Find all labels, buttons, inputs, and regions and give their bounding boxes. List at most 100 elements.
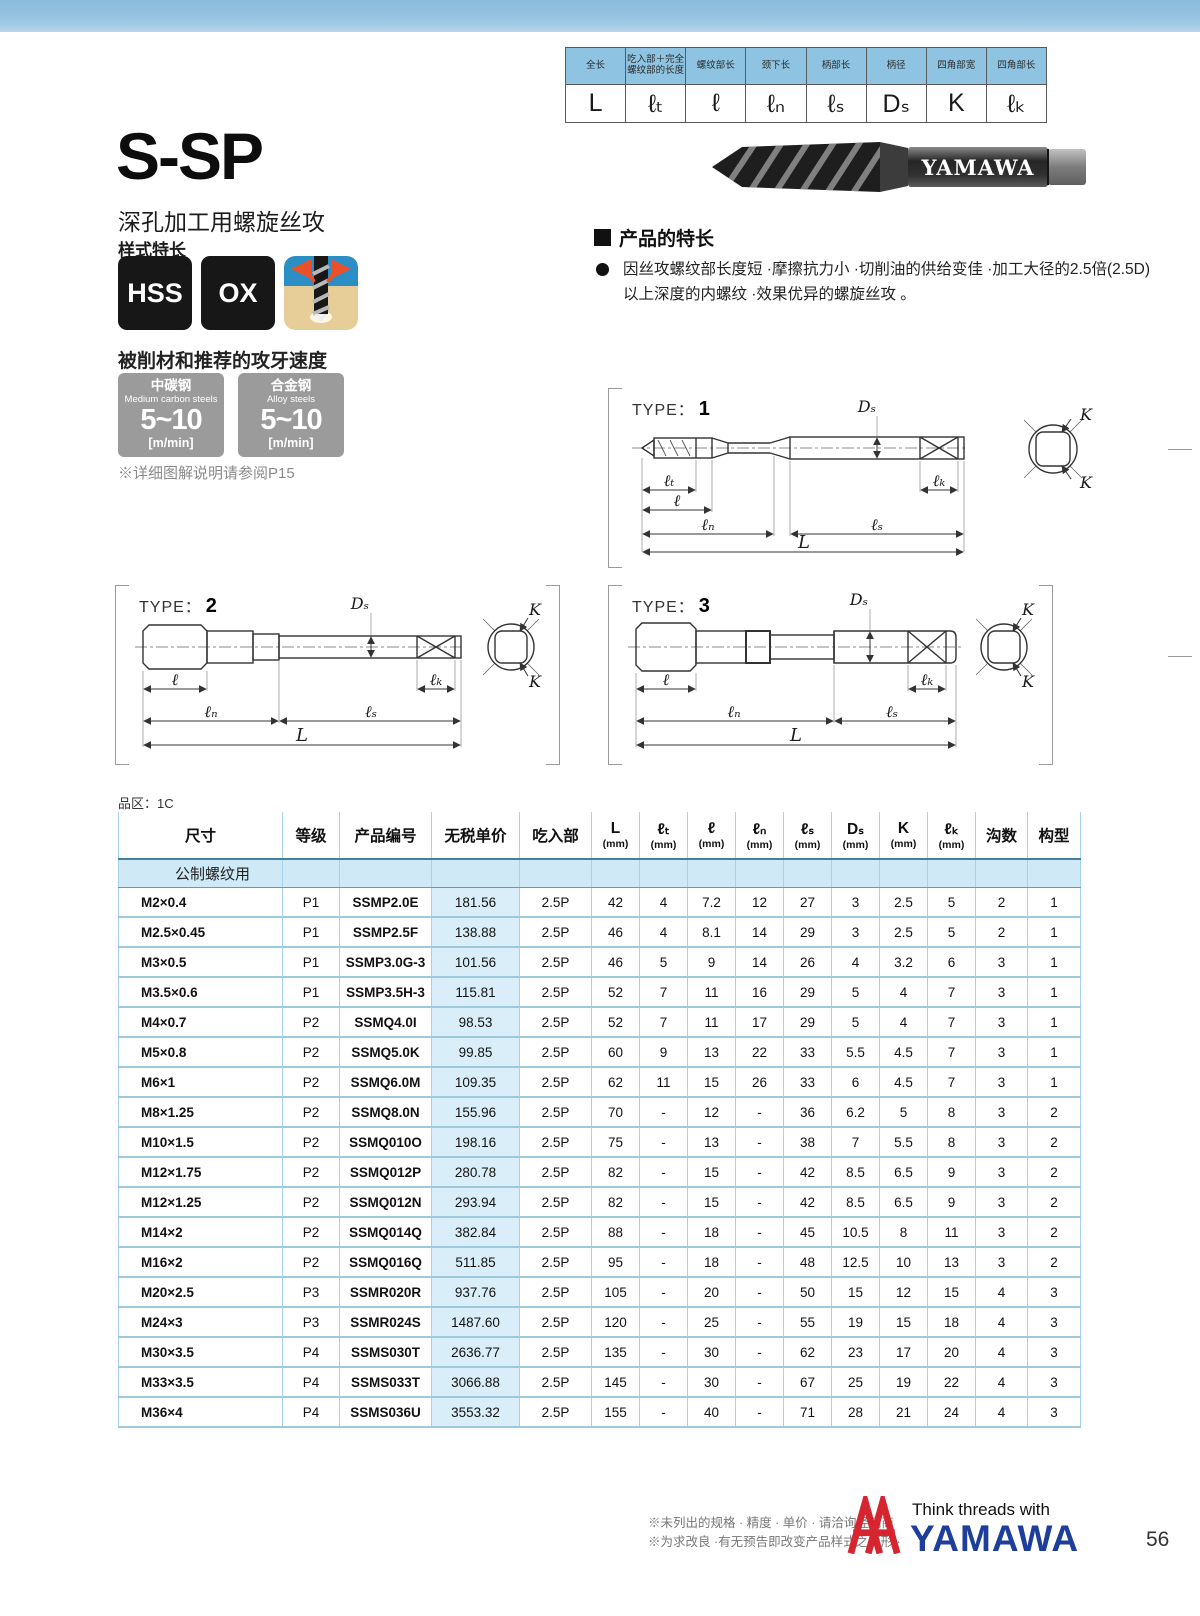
table-cell: 7 (831, 1127, 880, 1158)
table-cell: SSMQ5.0K (339, 1037, 432, 1068)
table-cell: 3 (975, 977, 1028, 1008)
table-cell: P2 (282, 1067, 340, 1098)
table-cell: 8.5 (831, 1157, 880, 1188)
table-cell: 28 (831, 1397, 880, 1428)
table-cell: 4 (975, 1397, 1028, 1428)
section-cell (783, 859, 832, 888)
table-cell: 1 (1027, 1007, 1081, 1038)
svg-text:ℓₜ: ℓₜ (664, 471, 675, 490)
column-unit: (mm) (842, 838, 869, 851)
table-row: M2×0.4 P1 SSMP2.0E 181.56 2.5P 42 4 7.2 12 27 3 2.5… (118, 887, 1081, 918)
table-cell: 7 (639, 977, 688, 1008)
section-cell (1027, 859, 1081, 888)
table-cell: 8 (927, 1097, 976, 1128)
footer-note-line: ※为求改良 ·有无预告即改变产品样式之情形 · (648, 1535, 901, 1550)
table-cell: 5 (831, 977, 880, 1008)
table-cell: P2 (282, 1187, 340, 1218)
table-cell: SSMQ016Q (339, 1247, 432, 1278)
table-cell: 15 (831, 1277, 880, 1308)
footer-note-line: ※未列出的规格 · 精度 · 单价 · 请洽询经销商 (648, 1516, 894, 1530)
table-cell: P1 (282, 947, 340, 978)
table-cell: 2.5 (879, 887, 928, 918)
table-cell: 3 (975, 1037, 1028, 1068)
table-cell: 9 (687, 947, 736, 978)
legend-column: 吃入部＋完全 螺纹部的长度 ℓₜ (625, 48, 686, 122)
table-cell: 2.5P (519, 977, 592, 1008)
svg-text:ℓₙ: ℓₙ (727, 702, 740, 721)
legend-symbol: ℓₜ (626, 85, 686, 122)
svg-text:L: L (789, 725, 802, 746)
speed-box-medium-carbon: 中碳钢 Medium carbon steels 5~10 [m/min] (118, 373, 224, 457)
tap-brand-text: YAMAWA (921, 155, 1035, 180)
column-header: ℓ (mm) (687, 812, 736, 860)
table-cell: 14 (735, 947, 784, 978)
table-cell: SSMP3.0G-3 (339, 947, 432, 978)
speed-unit: [m/min] (268, 436, 314, 451)
table-cell: 2.5P (519, 1307, 592, 1338)
legend-label: 颈下长 (746, 48, 806, 85)
table-cell: 48 (783, 1247, 832, 1278)
features-heading-text: 产品的特长 (619, 229, 715, 250)
section-cell (927, 859, 976, 888)
column-header: K (mm) (879, 812, 928, 860)
column-header: 吃入部 (519, 812, 592, 860)
table-cell: 82 (591, 1187, 640, 1218)
brand-name: YAMAWA (910, 1518, 1080, 1559)
table-cell: P3 (282, 1307, 340, 1338)
table-cell: SSMQ4.0I (339, 1007, 432, 1038)
table-cell: SSMQ8.0N (339, 1097, 432, 1128)
table-cell: M8×1.25 (118, 1097, 283, 1128)
column-header: 等级 (282, 812, 340, 860)
table-cell: - (639, 1397, 688, 1428)
table-cell: 19 (879, 1367, 928, 1398)
table-cell: 1487.60 (431, 1307, 520, 1338)
svg-text:K: K (1079, 473, 1093, 492)
table-cell: 4 (879, 1007, 928, 1038)
brand-tagline: Think threads with (912, 1500, 1050, 1519)
svg-text:K: K (528, 672, 542, 691)
table-row: M10×1.5 P2 SSMQ010O 198.16 2.5P 75-13-38 7 5.5 8… (118, 1127, 1081, 1158)
table-cell: 7 (927, 1007, 976, 1038)
table-cell: 5.5 (831, 1037, 880, 1068)
table-cell: 55 (783, 1307, 832, 1338)
table-cell: P2 (282, 1247, 340, 1278)
table-cell: - (735, 1217, 784, 1248)
material-name-en: Alloy steels (266, 393, 316, 405)
table-cell: 4 (975, 1337, 1028, 1368)
tap-cone (880, 142, 908, 192)
table-cell: M33×3.5 (118, 1367, 283, 1398)
end-view: K K (482, 600, 542, 691)
table-row: M36×4 P4 SSMS036U 3553.32 2.5P 155-40-71 28 21 2… (118, 1397, 1081, 1428)
table-cell: - (735, 1307, 784, 1338)
section-cell (639, 859, 688, 888)
table-cell: 11 (687, 1007, 736, 1038)
table-cell: 11 (927, 1217, 976, 1248)
end-view: K K (975, 600, 1035, 691)
table-cell: 105 (591, 1277, 640, 1308)
table-cell: SSMP2.0E (339, 887, 432, 918)
page-number: 56 (1146, 1528, 1170, 1551)
table-cell: SSMS030T (339, 1337, 432, 1368)
table-cell: M24×3 (118, 1307, 283, 1338)
table-cell: 4 (639, 917, 688, 948)
section-row: 公制螺纹用 (118, 859, 1081, 888)
table-cell: M5×0.8 (118, 1037, 283, 1068)
section-cell (339, 859, 432, 888)
table-cell: 3553.32 (431, 1397, 520, 1428)
table-cell: 11 (639, 1067, 688, 1098)
table-cell: 2 (975, 887, 1028, 918)
table-cell: 4 (831, 947, 880, 978)
legend-symbol: ℓₙ (746, 85, 806, 122)
spec-table-head-row: 尺寸 等级 产品编号 无税单价 吃入部 L (mm) ℓₜ (mm) ℓ (mm) ℓₙ (mm) ℓₛ(… (118, 812, 1081, 860)
table-cell: 3 (975, 1097, 1028, 1128)
svg-text:ℓₛ: ℓₛ (365, 702, 377, 721)
table-cell: 36 (783, 1097, 832, 1128)
section-cell: 公制螺纹用 (118, 859, 283, 888)
table-cell: 15 (879, 1307, 928, 1338)
table-cell: 2.5 (879, 917, 928, 948)
table-row: M8×1.25 P2 SSMQ8.0N 155.96 2.5P 70-12-36 6.2 5 8… (118, 1097, 1081, 1128)
svg-text:K: K (1021, 600, 1035, 619)
table-cell: 71 (783, 1397, 832, 1428)
diagram-type1: TYPE： 1 (608, 388, 1108, 568)
table-cell: 511.85 (431, 1247, 520, 1278)
